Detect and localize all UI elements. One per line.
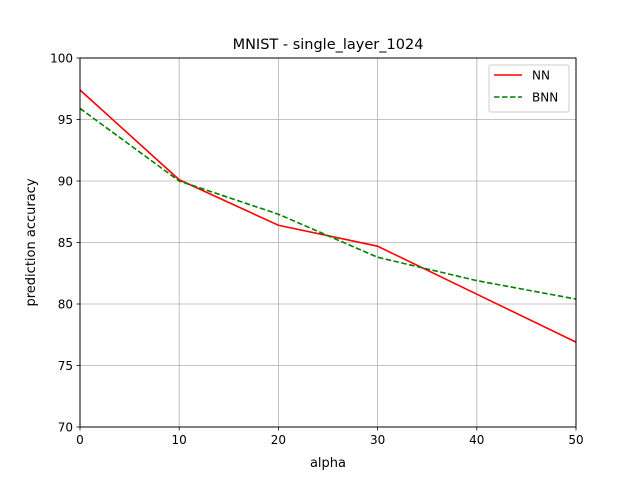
y-tick-label: 80 [58, 298, 73, 312]
x-tick-label: 20 [271, 433, 286, 447]
series-layer [79, 89, 577, 343]
x-tick-label: 40 [469, 433, 484, 447]
x-tick-label: 50 [568, 433, 583, 447]
y-tick-label: 90 [58, 175, 73, 189]
y-tick-label: 95 [58, 113, 73, 127]
y-tick-label: 85 [58, 236, 73, 250]
y-tick-label: 70 [58, 421, 73, 435]
legend: NN BNN [488, 64, 570, 113]
x-tick-label: 10 [172, 433, 187, 447]
legend-box [488, 64, 570, 113]
x-tick-label: 30 [370, 433, 385, 447]
x-axis-label: alpha [310, 456, 346, 471]
y-axis-label: prediction accuracy [24, 178, 39, 306]
y-tick-label: 75 [58, 359, 73, 373]
legend-label-bnn: BNN [532, 91, 558, 105]
legend-label-nn: NN [532, 69, 550, 83]
y-ticks: 70 75 80 85 90 95 100 [50, 52, 80, 435]
series-line-bnn [79, 107, 577, 300]
x-ticks: 0 10 20 30 40 50 [76, 427, 584, 447]
chart-title: MNIST - single_layer_1024 [233, 37, 424, 53]
grid [79, 57, 577, 428]
x-tick-label: 0 [76, 433, 84, 447]
y-tick-label: 100 [50, 52, 73, 66]
